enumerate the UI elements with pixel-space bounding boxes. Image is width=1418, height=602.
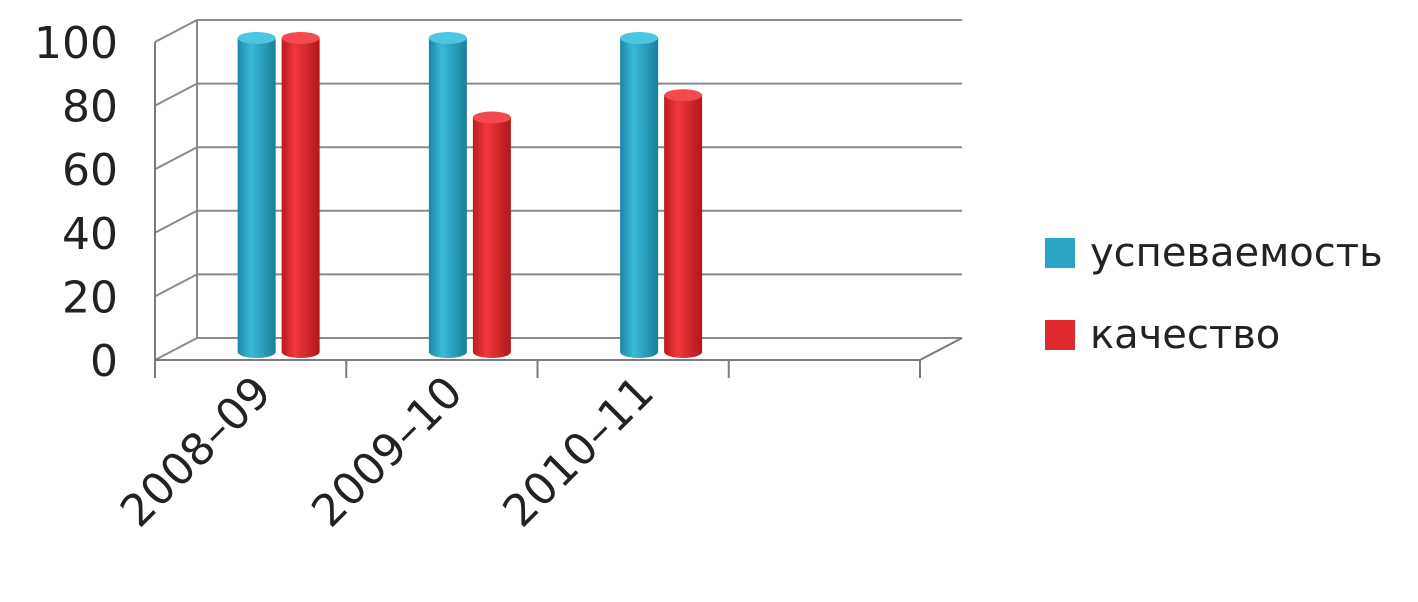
y-axis-ticks: 0 20 40 60 80 100 (34, 18, 118, 387)
bar-top (664, 89, 703, 102)
bar-body (428, 38, 467, 358)
bar (620, 32, 659, 358)
bar-body (620, 38, 659, 358)
bar-body (472, 117, 511, 358)
y-tick-label: 80 (62, 82, 118, 133)
floor-right-edge (919, 337, 963, 361)
bar-body (281, 38, 320, 358)
axes (154, 20, 963, 378)
gridline (154, 82, 962, 107)
legend-label: качество (1090, 312, 1280, 358)
legend-label: успеваемость (1090, 230, 1383, 276)
bar (281, 32, 320, 358)
legend-swatch (1045, 320, 1075, 350)
gridline (154, 273, 962, 298)
legend-item: успеваемость (1045, 230, 1383, 276)
gridline (154, 209, 962, 234)
bar-top (237, 32, 276, 44)
y-tick-label: 20 (62, 272, 118, 323)
x-category-label: 2008–09 (111, 367, 281, 537)
bar-top (620, 32, 659, 44)
x-category-label: 2009–10 (302, 367, 472, 537)
gridlines (154, 19, 962, 361)
bar-top (428, 32, 467, 44)
bar (664, 89, 703, 359)
bar (472, 111, 511, 358)
gridline (154, 337, 962, 361)
gridline (154, 19, 962, 43)
x-category-label: 2010–11 (493, 367, 663, 537)
y-tick-label: 60 (62, 145, 118, 196)
y-tick-label: 0 (90, 336, 118, 387)
x-axis-labels: 2008–09 2009–10 2010–11 (111, 367, 664, 537)
bar-top (472, 111, 511, 124)
bar-body (237, 38, 276, 358)
bar-body (664, 95, 703, 359)
gridline (154, 146, 962, 171)
bars (237, 32, 703, 359)
y-tick-label: 40 (62, 209, 118, 260)
legend-swatch (1045, 238, 1075, 268)
bar-top (281, 32, 320, 44)
bar (428, 32, 467, 358)
legend: успеваемость качество (1045, 230, 1383, 358)
y-tick-label: 100 (34, 18, 118, 69)
bar (237, 32, 276, 358)
legend-item: качество (1045, 312, 1280, 358)
